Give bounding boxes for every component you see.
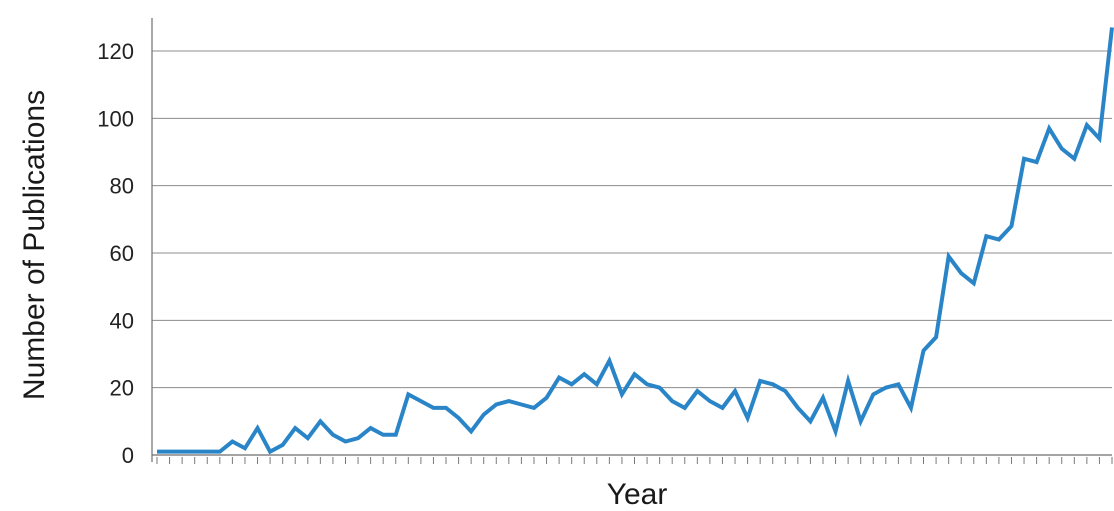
y-axis-title: Number of Publications [18,90,51,400]
x-axis-title: Year [607,478,668,511]
x-axis-ticks [156,457,1113,464]
y-tick-label-100: 100 [97,106,134,131]
series-line [157,27,1114,455]
y-tick-label-60: 60 [110,241,134,266]
y-tick-label-80: 80 [110,174,134,199]
grid-lines [152,50,1112,389]
y-tick-labels: 0 20 40 60 80 100 120 [97,39,134,468]
y-tick-label-120: 120 [97,39,134,64]
y-tick-label-40: 40 [110,308,134,333]
y-tick-label-0: 0 [122,443,134,468]
y-tick-label-20: 20 [110,376,134,401]
